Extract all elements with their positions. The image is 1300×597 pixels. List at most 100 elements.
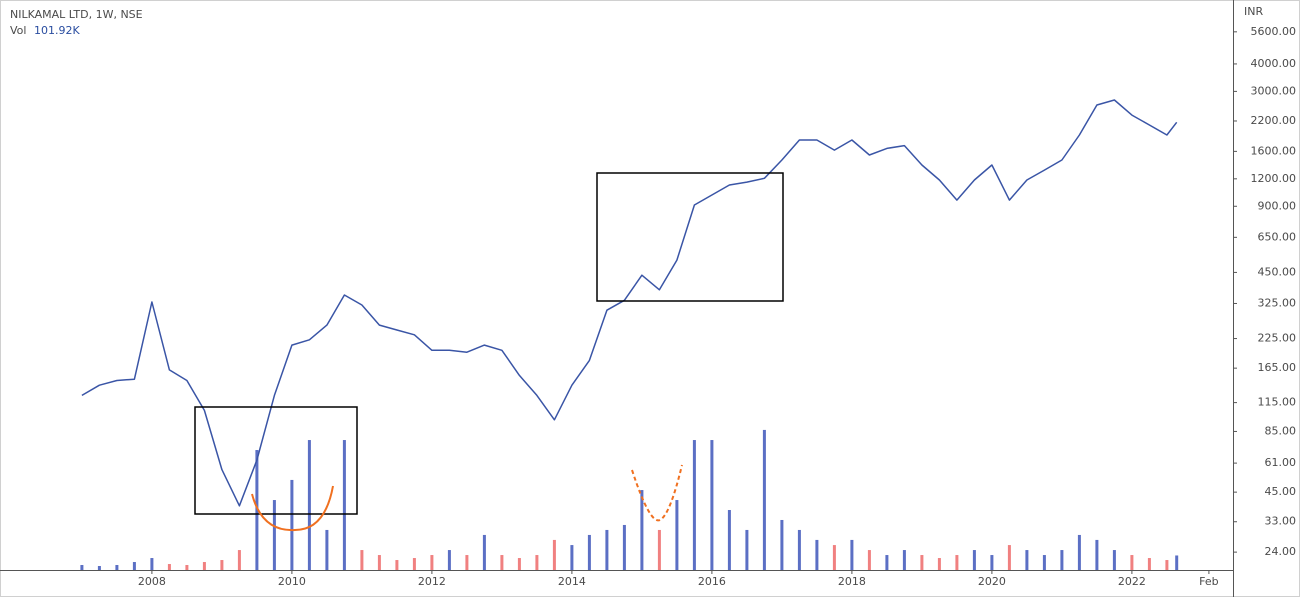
volume-bar [1165, 560, 1169, 570]
volume-bar [97, 566, 101, 570]
volume-bar [1060, 550, 1064, 570]
chart-title: NILKAMAL LTD, 1W, NSE [10, 8, 143, 21]
volume-bar [1007, 545, 1011, 570]
y-tick-label: 225.00 [1258, 332, 1297, 345]
volume-bar [1077, 534, 1081, 570]
volume-bar [1095, 539, 1099, 570]
volume-bar [342, 440, 346, 570]
volume-bar [832, 545, 836, 570]
x-tick-label: 2014 [558, 575, 586, 588]
volume-bar [535, 555, 539, 570]
volume-bar [727, 510, 731, 570]
y-tick-label: 165.00 [1258, 361, 1297, 374]
y-tick-label: 1200.00 [1251, 172, 1297, 185]
y-tick-label: 115.00 [1258, 396, 1297, 409]
volume-bar [587, 534, 591, 570]
volume-bar [167, 564, 171, 570]
annotation-curve [251, 485, 334, 532]
volume-bar [1112, 550, 1116, 570]
volume-bar [185, 565, 189, 570]
volume-bar [255, 450, 259, 570]
annotation-box [596, 172, 784, 302]
volume-bar [797, 529, 801, 570]
x-tick-label: 2022 [1118, 575, 1146, 588]
volume-bar [1130, 555, 1134, 570]
x-tick-label: 2010 [278, 575, 306, 588]
volume-bar [902, 550, 906, 570]
y-tick-label: 4000.00 [1251, 57, 1297, 70]
volume-bar [500, 555, 504, 570]
volume-bar [80, 565, 84, 570]
volume-bar [692, 440, 696, 570]
x-tick-label: 2012 [418, 575, 446, 588]
volume-bar [762, 429, 766, 570]
x-tick-label: 2020 [978, 575, 1006, 588]
y-tick-label: 85.00 [1265, 424, 1297, 437]
volume-bar [605, 529, 609, 570]
price-line [81, 99, 1178, 507]
y-tick-label: 5600.00 [1251, 25, 1297, 38]
y-tick-label: 2200.00 [1251, 114, 1297, 127]
volume-bar [220, 560, 224, 570]
volume-bar [307, 440, 311, 570]
volume-bar [1042, 555, 1046, 570]
volume-bar [395, 560, 399, 570]
volume-bar [517, 558, 521, 570]
volume-bar [867, 550, 871, 570]
y-axis-label: INR [1244, 5, 1263, 18]
plot-area [80, 99, 1179, 570]
y-tick-label: 450.00 [1258, 265, 1297, 278]
volume-bar [202, 562, 206, 570]
volume-bar [552, 539, 556, 570]
annotation-curve [631, 464, 683, 522]
volume-bar [1025, 550, 1029, 570]
volume-bar [570, 545, 574, 570]
volume-bar [920, 555, 924, 570]
y-tick-label: 900.00 [1258, 199, 1297, 212]
y-tick-label: 24.00 [1265, 545, 1297, 558]
volume-bar [465, 555, 469, 570]
volume-bar [1175, 555, 1179, 570]
volume-bar [325, 529, 329, 570]
x-tick-label: Feb [1199, 575, 1218, 588]
y-tick-label: 61.00 [1265, 456, 1297, 469]
y-tick-label: 650.00 [1258, 230, 1297, 243]
volume-bar [272, 500, 276, 570]
volume-bar [237, 550, 241, 570]
x-tick-label: 2018 [838, 575, 866, 588]
volume-bar [850, 539, 854, 570]
volume-bar [150, 558, 154, 570]
volume-bar [290, 479, 294, 570]
volume-bar [990, 555, 994, 570]
volume-bar [430, 555, 434, 570]
x-tick-label: 2016 [698, 575, 726, 588]
volume-bar [640, 490, 644, 570]
y-tick-label: 1600.00 [1251, 144, 1297, 157]
volume-bar [937, 558, 941, 570]
volume-bar [377, 555, 381, 570]
volume-bar [815, 539, 819, 570]
volume-value: 101.92K [34, 24, 80, 37]
y-tick-label: 45.00 [1265, 485, 1297, 498]
volume-bar [780, 519, 784, 570]
volume-bar [412, 558, 416, 570]
volume-bar [675, 500, 679, 570]
volume-bar [745, 529, 749, 570]
volume-legend: Vol [10, 24, 26, 37]
volume-bar [1147, 558, 1151, 570]
y-tick-label: 325.00 [1258, 296, 1297, 309]
volume-bar [360, 550, 364, 570]
volume-bar [972, 550, 976, 570]
volume-bar [622, 524, 626, 570]
volume-bar [132, 562, 136, 570]
volume-bar [482, 534, 486, 570]
volume-bar [447, 550, 451, 570]
y-tick-label: 33.00 [1265, 515, 1297, 528]
volume-bar [115, 565, 119, 570]
y-tick-label: 3000.00 [1251, 84, 1297, 97]
x-tick-label: 2008 [138, 575, 166, 588]
volume-bar [955, 555, 959, 570]
